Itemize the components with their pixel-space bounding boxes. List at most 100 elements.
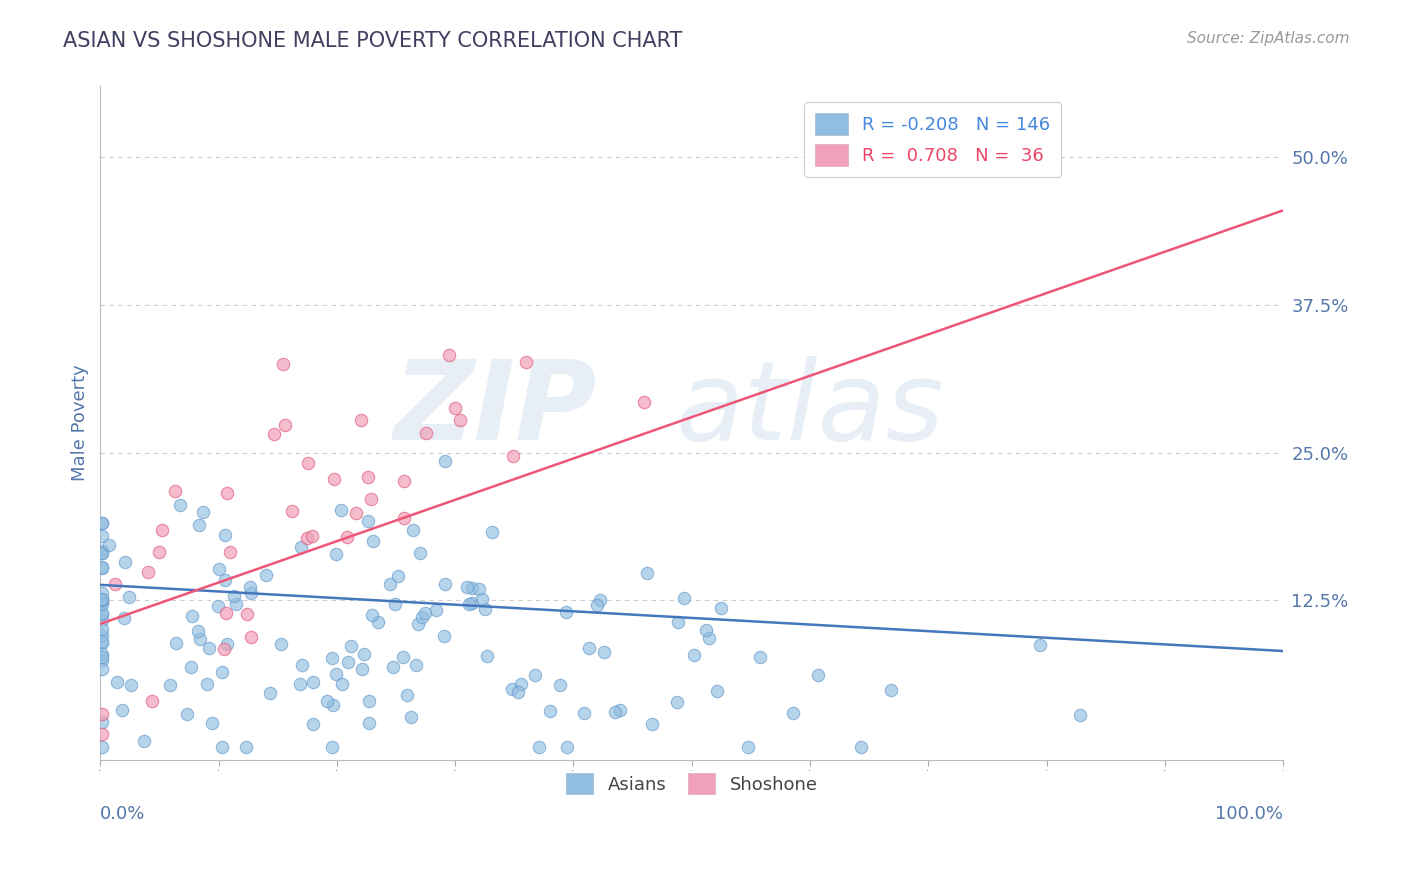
- Point: [217, 485, 239, 500]
- Point: [222, 589, 245, 603]
- Point: [180, 660, 202, 674]
- Y-axis label: Male Poverty: Male Poverty: [72, 365, 89, 482]
- Point: [782, 706, 804, 720]
- Point: [302, 716, 325, 731]
- Point: [114, 555, 136, 569]
- Point: [198, 641, 221, 656]
- Point: [406, 616, 429, 631]
- Point: [555, 739, 578, 754]
- Point: [211, 665, 233, 680]
- Point: [90, 561, 112, 575]
- Point: [392, 511, 415, 525]
- Point: [695, 624, 717, 638]
- Point: [325, 547, 347, 561]
- Point: [468, 582, 491, 596]
- Point: [218, 545, 240, 559]
- Point: [271, 357, 294, 371]
- Point: [187, 624, 209, 638]
- Point: [394, 475, 416, 489]
- Point: [90, 607, 112, 622]
- Point: [434, 577, 457, 591]
- Point: [90, 593, 112, 607]
- Point: [548, 678, 571, 692]
- Point: [259, 685, 281, 699]
- Point: [456, 580, 478, 594]
- Point: [297, 531, 319, 545]
- Text: ASIAN VS SHOSHONE MALE POVERTY CORRELATION CHART: ASIAN VS SHOSHONE MALE POVERTY CORRELATI…: [63, 31, 683, 51]
- Point: [90, 516, 112, 531]
- Point: [90, 606, 112, 620]
- Point: [302, 674, 325, 689]
- Point: [449, 413, 471, 427]
- Point: [605, 705, 627, 719]
- Point: [105, 675, 128, 690]
- Point: [682, 648, 704, 662]
- Point: [136, 565, 159, 579]
- Point: [578, 641, 600, 656]
- Point: [807, 668, 830, 682]
- Point: [90, 653, 112, 667]
- Point: [336, 530, 359, 544]
- Point: [706, 684, 728, 698]
- Point: [413, 607, 436, 621]
- Point: [408, 546, 430, 560]
- Point: [357, 694, 380, 708]
- Point: [274, 417, 297, 432]
- Point: [1069, 708, 1091, 723]
- Point: [90, 591, 112, 606]
- Point: [90, 546, 112, 560]
- Point: [471, 591, 494, 606]
- Point: [402, 523, 425, 537]
- Point: [672, 591, 695, 606]
- Point: [749, 649, 772, 664]
- Point: [666, 615, 689, 629]
- Point: [90, 516, 112, 530]
- Point: [90, 636, 112, 650]
- Point: [387, 568, 409, 582]
- Text: Source: ZipAtlas.com: Source: ZipAtlas.com: [1187, 31, 1350, 46]
- Point: [360, 608, 382, 623]
- Point: [322, 472, 344, 486]
- Point: [322, 698, 344, 712]
- Text: ZIP: ZIP: [394, 356, 598, 463]
- Point: [208, 562, 231, 576]
- Point: [90, 634, 112, 648]
- Point: [329, 502, 352, 516]
- Point: [593, 644, 616, 658]
- Point: [330, 677, 353, 691]
- Point: [415, 425, 437, 440]
- Point: [641, 717, 664, 731]
- Point: [211, 739, 233, 754]
- Point: [120, 678, 142, 692]
- Point: [90, 648, 112, 662]
- Point: [240, 586, 263, 600]
- Point: [340, 639, 363, 653]
- Point: [515, 355, 537, 369]
- Point: [433, 454, 456, 468]
- Text: 0.0%: 0.0%: [100, 805, 146, 822]
- Point: [193, 505, 215, 519]
- Point: [90, 546, 112, 560]
- Point: [433, 629, 456, 643]
- Point: [737, 739, 759, 754]
- Point: [461, 596, 484, 610]
- Point: [586, 598, 609, 612]
- Point: [270, 637, 292, 651]
- Point: [353, 648, 375, 662]
- Point: [437, 348, 460, 362]
- Point: [401, 710, 423, 724]
- Point: [344, 506, 367, 520]
- Point: [197, 677, 219, 691]
- Point: [214, 641, 236, 656]
- Point: [291, 657, 314, 672]
- Point: [589, 592, 612, 607]
- Point: [636, 566, 658, 580]
- Point: [90, 662, 112, 676]
- Point: [214, 573, 236, 587]
- Point: [481, 524, 503, 539]
- Point: [112, 610, 135, 624]
- Point: [524, 668, 547, 682]
- Point: [880, 683, 903, 698]
- Point: [509, 676, 531, 690]
- Point: [90, 739, 112, 754]
